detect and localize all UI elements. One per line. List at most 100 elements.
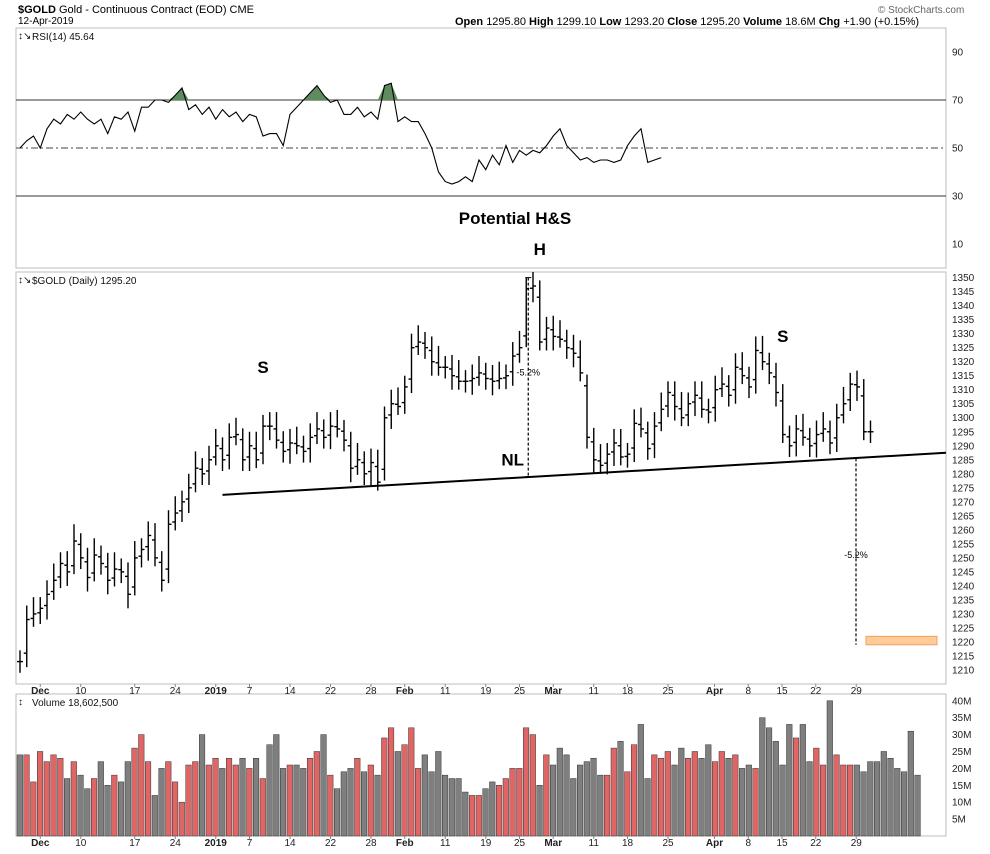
volume-bar — [793, 737, 800, 837]
volume-bar — [583, 761, 590, 837]
volume-bar — [907, 730, 914, 837]
price-date-label: 17 — [129, 686, 141, 697]
volume-bar — [759, 717, 766, 837]
volume-bar — [226, 757, 233, 837]
quote-summary: Open 1295.80 High 1299.10 Low 1293.20 Cl… — [455, 16, 920, 28]
volume-date-label: Dec — [31, 838, 50, 849]
volume-bar — [678, 747, 685, 837]
rsi-panel: 10 30 50 70 90 RSI(14) 45.64↕↘ Potential H&S — [16, 31, 964, 251]
price-date-label: Apr — [706, 686, 723, 697]
price-panel-icon: ↕↘ — [18, 275, 31, 286]
price-tick-label: 1275 — [952, 483, 975, 494]
volume-bar — [543, 754, 550, 837]
chart-panels — [15, 27, 947, 837]
volume-bar — [266, 744, 273, 837]
volume-bar — [658, 757, 665, 837]
volume-bar — [172, 781, 179, 837]
volume-bar — [354, 757, 361, 837]
volume-date-label: 8 — [745, 838, 751, 849]
volume-bar — [428, 771, 435, 837]
volume-bar — [253, 757, 260, 837]
volume-date-label: 22 — [325, 838, 337, 849]
volume-bar — [313, 751, 320, 837]
volume-tick-label: 20M — [952, 764, 971, 775]
volume-bar — [23, 754, 30, 837]
volume-bar — [698, 757, 705, 837]
price-tick-label: 1300 — [952, 413, 975, 424]
price-date-label: 7 — [247, 686, 253, 697]
volume-bar — [442, 774, 449, 837]
volume-tick-label: 15M — [952, 781, 971, 792]
price-date-label: 24 — [170, 686, 182, 697]
volume-bar — [475, 795, 482, 837]
volume-bar — [151, 795, 158, 837]
price-date-label: Mar — [544, 686, 562, 697]
volume-bar — [651, 754, 658, 837]
volume-bar — [347, 768, 354, 837]
exchange: CME — [229, 4, 254, 16]
rsi-tick-label: 70 — [952, 96, 964, 107]
volume-tick-label: 40M — [952, 696, 971, 707]
price-tick-label: 1345 — [952, 287, 975, 298]
volume-bar — [536, 785, 543, 837]
change-value: +1.90 (+0.15%) — [843, 16, 920, 28]
volume-bar — [185, 764, 192, 837]
volume-date-label: 25 — [662, 838, 674, 849]
price-date-label: 11 — [589, 686, 600, 697]
volume-bar — [597, 774, 604, 837]
volume-bar — [489, 781, 496, 837]
volume-bar — [705, 744, 712, 837]
volume-bar — [462, 791, 469, 837]
volume-bar — [273, 734, 280, 837]
rsi-label: RSI(14) 45.64 — [32, 32, 95, 43]
volume-bar — [118, 781, 125, 837]
volume-bar — [388, 727, 395, 837]
price-date-label: 15 — [776, 686, 788, 697]
volume-bar — [91, 778, 98, 837]
price-tick-label: 1325 — [952, 343, 975, 354]
volume-bar — [847, 764, 854, 837]
price-tick-label: 1295 — [952, 427, 975, 438]
price-date-label: Dec — [31, 686, 50, 697]
volume-bar — [300, 768, 307, 837]
price-tick-label: 1220 — [952, 637, 975, 648]
volume-bar — [97, 761, 104, 837]
volume-bar — [16, 754, 23, 837]
volume-bar — [732, 754, 739, 837]
price-date-label: 11 — [440, 686, 451, 697]
price-tick-label: 1305 — [952, 399, 975, 410]
volume-bar — [867, 761, 874, 837]
volume-bar — [779, 764, 786, 837]
volume-bar — [293, 764, 300, 837]
volume-bar — [718, 751, 725, 837]
volume-bar — [556, 747, 563, 837]
volume-bar — [30, 781, 37, 837]
volume-bar — [637, 724, 644, 837]
price-tick-label: 1320 — [952, 357, 975, 368]
low-value: 1293.20 — [624, 16, 665, 28]
price-tick-label: 1340 — [952, 301, 975, 312]
volume-bar — [435, 751, 442, 837]
volume-bar — [617, 741, 624, 837]
volume-bar — [523, 727, 530, 837]
volume-bar — [772, 741, 779, 837]
volume-date-label: 25 — [514, 838, 526, 849]
volume-bar — [786, 724, 793, 837]
price-tick-label: 1260 — [952, 525, 975, 536]
high-value: 1299.10 — [556, 16, 597, 28]
volume-bar — [70, 761, 77, 837]
price-tick-label: 1250 — [952, 553, 975, 564]
rsi-tick-label: 10 — [952, 240, 964, 251]
price-date-label: 18 — [622, 686, 634, 697]
volume-bar — [469, 795, 476, 837]
price-tick-label: 1235 — [952, 595, 975, 606]
volume-bar — [84, 788, 91, 837]
open-value: 1295.80 — [486, 16, 526, 28]
volume-bar — [590, 757, 597, 837]
volume-bar — [806, 761, 813, 837]
volume-bar — [509, 768, 516, 837]
volume-bar — [671, 764, 678, 837]
volume-bar — [685, 757, 692, 837]
rsi-line — [19, 82, 662, 185]
